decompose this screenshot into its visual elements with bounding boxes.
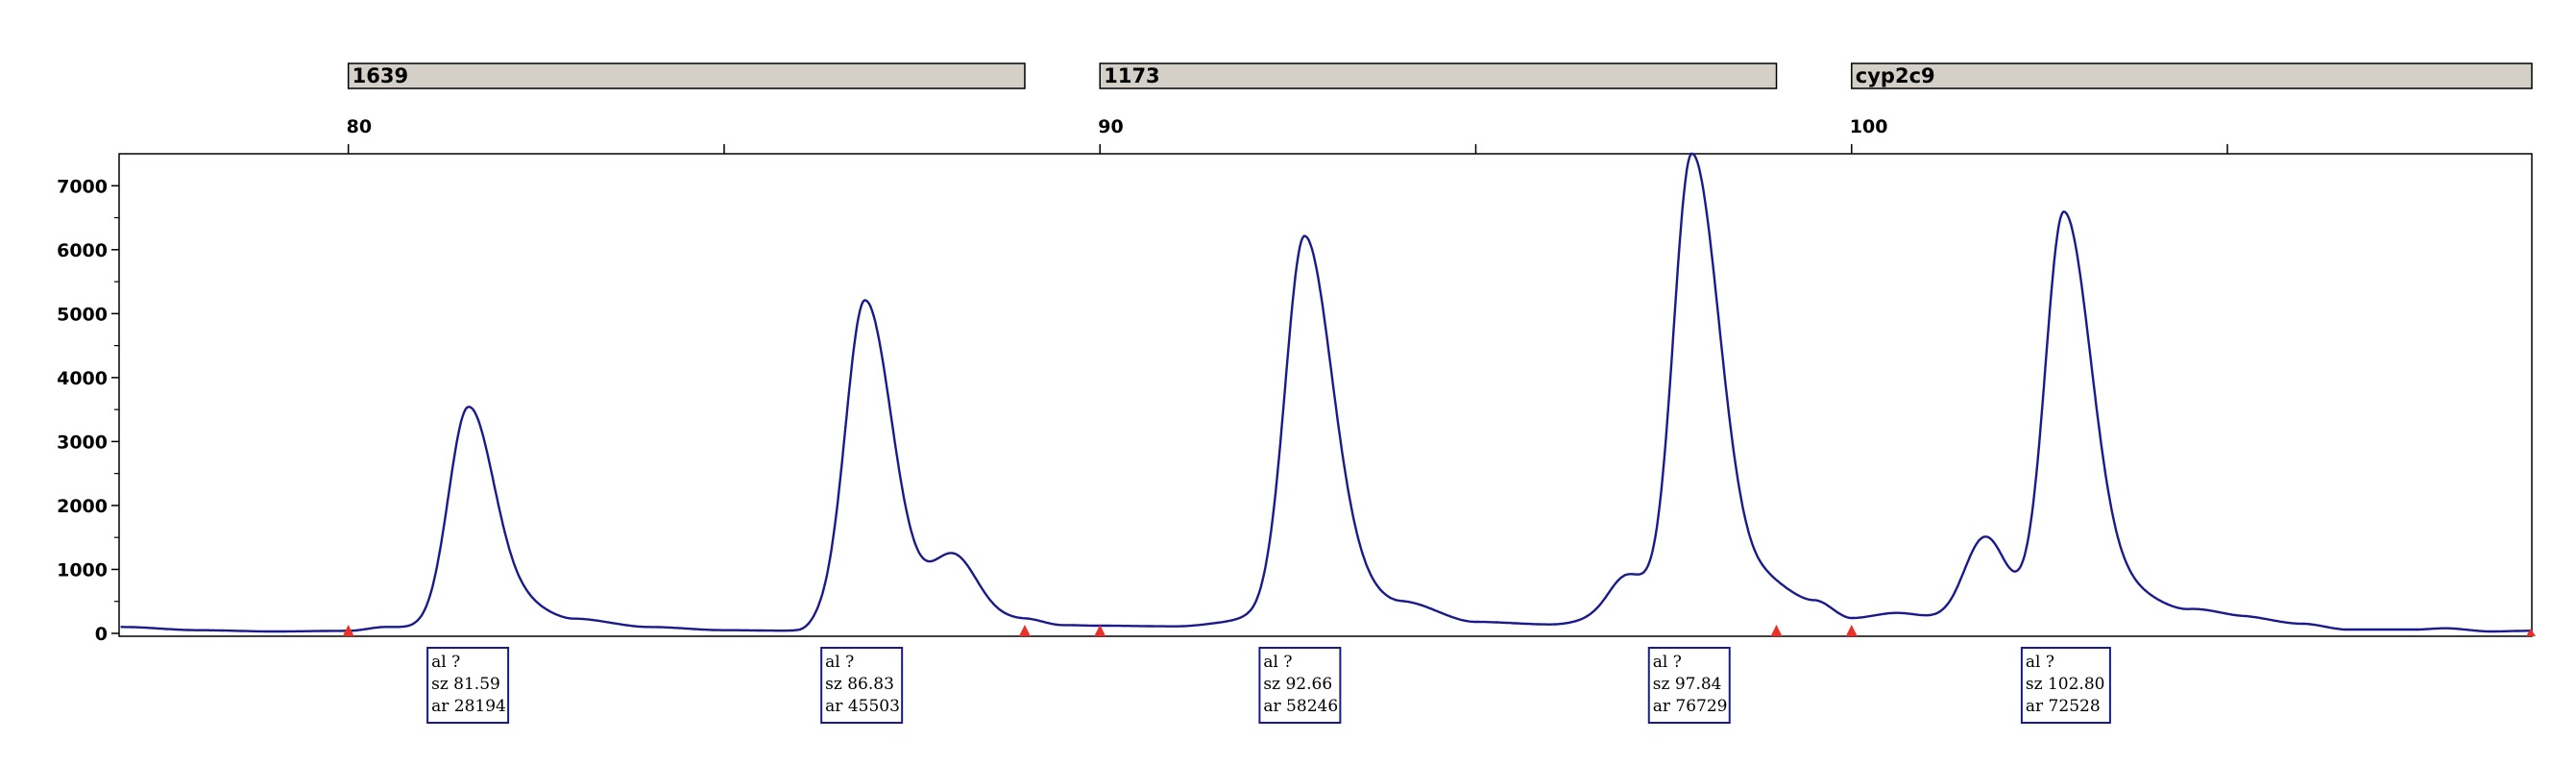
x-tick-label: 100 — [1850, 116, 1888, 137]
peak-label-text: sz 102.80 — [2026, 675, 2105, 694]
peak-label-box — [820, 647, 904, 724]
bin-label: 1173 — [1104, 64, 1159, 87]
bin-marker — [2526, 629, 2536, 636]
peak-label-text: al ? — [825, 653, 854, 672]
y-tick-label: 6000 — [57, 240, 108, 261]
peak-label-box — [426, 647, 510, 724]
y-tick-label: 2000 — [57, 496, 108, 517]
bin-bars: 1639 1173 cyp2c9 — [347, 62, 2533, 89]
bin-label: 1639 — [352, 64, 408, 87]
peak-label-box — [1647, 647, 1731, 724]
bin-marker — [1094, 625, 1106, 636]
bin-label: cyp2c9 — [1856, 64, 1935, 87]
x-tick-label: 90 — [1098, 116, 1123, 137]
bin-marker — [1845, 625, 1858, 636]
peak-label-text: ar 76729 — [1653, 697, 1728, 716]
peak-label-box — [1258, 647, 1342, 724]
bin-bar — [1099, 62, 1778, 89]
plot-frame — [118, 153, 2533, 637]
bin-bar — [347, 62, 1026, 89]
peak-label-text: sz 86.83 — [825, 675, 894, 694]
y-tick-label: 7000 — [57, 176, 108, 197]
peak-labels: al ? sz 81.59 ar 28194 al ? sz 86.83 ar 45503… — [426, 647, 2111, 724]
bin-marker — [342, 625, 354, 636]
y-tick-label: 5000 — [57, 304, 108, 325]
peak-label-text: ar 28194 — [431, 697, 506, 716]
bin-marker — [1770, 625, 1783, 636]
bin-bar — [1851, 62, 2533, 89]
peak-label-box — [2020, 647, 2111, 724]
signal-trace — [120, 152, 2531, 633]
y-axis: 0 1000 2000 3000 4000 5000 6000 7000 — [57, 176, 119, 645]
bin-marker — [1018, 625, 1031, 636]
peak-label-text: al ? — [1653, 653, 1682, 672]
peak-label-text: sz 92.66 — [1263, 675, 1332, 694]
peak-label-text: al ? — [2026, 653, 2054, 672]
peak-label-text: ar 45503 — [825, 697, 900, 716]
x-tick-label: 80 — [347, 116, 372, 137]
peak-label-text: ar 58246 — [1263, 697, 1338, 716]
y-tick-label: 3000 — [57, 432, 108, 453]
peak-label-text: al ? — [431, 653, 460, 672]
y-tick-label: 4000 — [57, 368, 108, 389]
y-tick-label: 0 — [95, 624, 108, 645]
x-axis: 80 90 100 — [347, 116, 2228, 154]
peak-label-text: sz 97.84 — [1653, 675, 1722, 694]
y-tick-label: 1000 — [57, 559, 108, 581]
peak-label-text: sz 81.59 — [431, 675, 500, 694]
peak-label-text: ar 72528 — [2026, 697, 2101, 716]
peak-label-text: al ? — [1263, 653, 1292, 672]
bin-markers — [342, 625, 2536, 636]
